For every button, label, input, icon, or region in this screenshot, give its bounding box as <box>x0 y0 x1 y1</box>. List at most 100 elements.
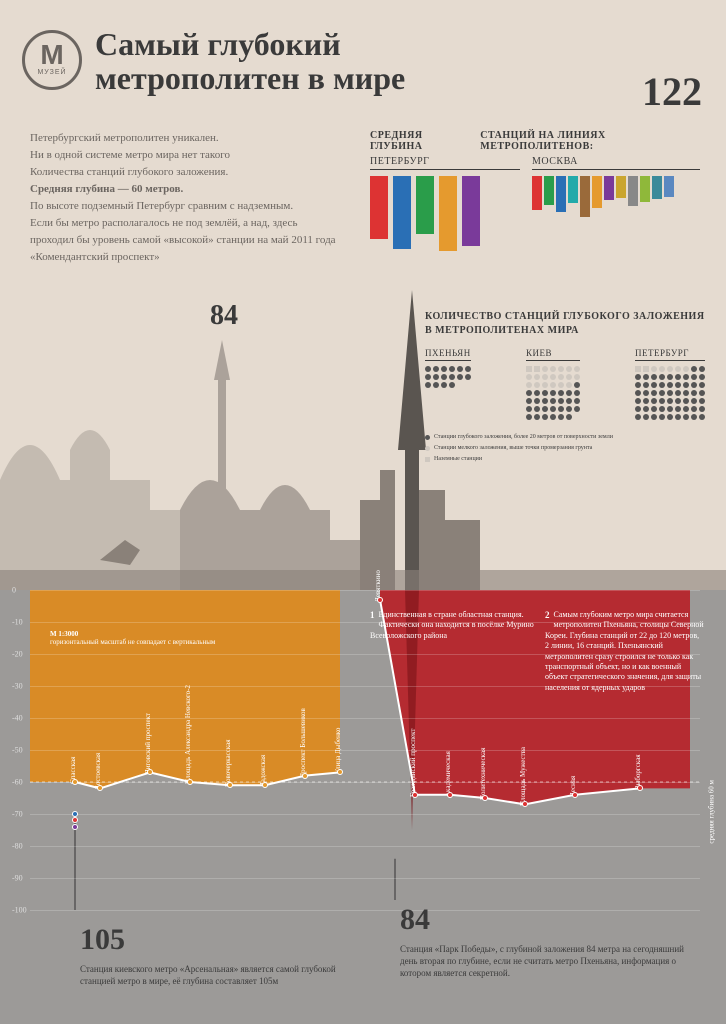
bar <box>462 176 480 246</box>
station-dot-icon <box>651 382 657 388</box>
axis-tick: -70 <box>12 810 23 819</box>
depth-station-dot <box>262 782 268 788</box>
depth-station-label: Политехническая <box>479 748 487 800</box>
bar <box>652 176 662 199</box>
station-dot-icon <box>683 374 689 380</box>
station-dot-icon <box>691 398 697 404</box>
depth-station-dot <box>97 785 103 791</box>
depth-station-label: Лиговский проспект <box>144 713 152 774</box>
logo-subtitle: МУЗЕЙ <box>37 69 66 76</box>
axis-tick: -80 <box>12 842 23 851</box>
depth-station-label: Гражданский проспект <box>409 728 417 796</box>
legend-row: Наземные станции <box>425 456 705 464</box>
bottom-callout-105: 105 Станция киевского метро «Арсенальная… <box>80 920 350 987</box>
station-dot-icon <box>526 414 532 420</box>
bar <box>556 176 566 212</box>
gridline <box>30 718 700 719</box>
text-84: Станция «Парк Победы», с глубиной заложе… <box>400 944 684 978</box>
lower-region: 0-10-20-30-40-50-60-70-80-90-100 Спасска… <box>0 590 726 1024</box>
dot-city: ПХЕНЬЯН <box>425 348 471 420</box>
depth-station-label: Площадь Мужества <box>519 747 527 806</box>
station-dot-icon <box>457 366 463 372</box>
intro-p1: Петербургский метрополитен уникален. <box>30 130 340 147</box>
gridline <box>30 878 700 879</box>
axis-tick: -50 <box>12 746 23 755</box>
station-dot-icon <box>566 398 572 404</box>
main-title: Самый глубокий метрополитен в мире <box>95 28 405 95</box>
bar <box>439 176 457 251</box>
station-dot-icon <box>534 406 540 412</box>
big-number-122: 122 <box>642 68 702 115</box>
depth-station-label: Новочеркасская <box>224 740 232 788</box>
station-dot-icon <box>550 374 556 380</box>
station-dot-icon <box>651 366 657 372</box>
station-dot-icon <box>566 406 572 412</box>
intro-p5: По высоте подземный Петербург сравним с … <box>30 198 340 215</box>
station-dot-icon <box>699 406 705 412</box>
station-dot-icon <box>534 374 540 380</box>
callout-1-num: 1 <box>370 610 375 622</box>
depth-station-dot <box>482 795 488 801</box>
gridline <box>30 590 700 591</box>
legend-text: Станции мелкого заложения, выше точки пр… <box>434 445 592 453</box>
station-dot-icon <box>566 382 572 388</box>
station-dot-icon <box>542 374 548 380</box>
station-dot-icon <box>574 374 580 380</box>
station-dot-icon <box>526 406 532 412</box>
station-dot-icon <box>691 390 697 396</box>
bar <box>544 176 554 205</box>
depth-station-dot <box>572 792 578 798</box>
station-dot-icon <box>457 374 463 380</box>
station-dot-icon <box>558 382 564 388</box>
title-line2: метрополитен в мире <box>95 60 405 96</box>
station-dot-icon <box>574 382 580 388</box>
bar <box>416 176 434 234</box>
station-dot-icon <box>550 398 556 404</box>
dot-cities: ПХЕНЬЯНКИЕВПЕТЕРБУРГ <box>425 348 705 420</box>
station-dot-icon <box>550 366 556 372</box>
station-dot-icon <box>635 366 641 372</box>
callout-1: 1 Единственная в стране областная станци… <box>370 610 535 641</box>
station-dot-icon <box>425 382 431 388</box>
bar <box>568 176 578 203</box>
station-dot-icon <box>699 390 705 396</box>
bar <box>616 176 626 198</box>
station-dot-icon <box>651 390 657 396</box>
station-dot-icon <box>635 398 641 404</box>
depth-station-dot <box>227 782 233 788</box>
station-dot-icon <box>441 374 447 380</box>
station-dot-icon <box>558 406 564 412</box>
scale-label: М 1:3000 <box>50 630 78 638</box>
station-dot-icon <box>651 398 657 404</box>
legend-row: Станции глубокого заложения, более 20 ме… <box>425 434 705 442</box>
depth-station-label: Академическая <box>444 751 452 797</box>
station-dot-icon <box>574 398 580 404</box>
station-dot-icon <box>526 382 532 388</box>
axis-tick: -60 <box>12 778 23 787</box>
num-84: 84 <box>400 900 700 941</box>
station-dot-icon <box>659 398 665 404</box>
station-dot-icon <box>441 366 447 372</box>
bar-title-2: СТАНЦИЙ НА ЛИНИЯХ МЕТРОПОЛИТЕНОВ: <box>480 130 700 152</box>
interchange-dot <box>72 824 78 830</box>
station-dot-icon <box>667 406 673 412</box>
bar <box>580 176 590 217</box>
station-dot-icon <box>550 382 556 388</box>
station-dot-icon <box>667 366 673 372</box>
station-dot-icon <box>683 398 689 404</box>
station-dot-icon <box>449 366 455 372</box>
station-dot-icon <box>651 406 657 412</box>
station-dot-icon <box>691 406 697 412</box>
station-dot-icon <box>675 406 681 412</box>
bar-title-1: СРЕДНЯЯ ГЛУБИНА <box>370 130 468 152</box>
station-dot-icon <box>683 382 689 388</box>
depth-station-dot <box>637 785 643 791</box>
station-dot-icon <box>659 390 665 396</box>
station-dot-icon <box>699 382 705 388</box>
station-dot-icon <box>683 366 689 372</box>
upper-region: M МУЗЕЙ Самый глубокий метрополитен в ми… <box>0 0 726 590</box>
station-dot-icon <box>699 366 705 372</box>
station-dot-icon <box>566 366 572 372</box>
station-dot-icon <box>566 414 572 420</box>
station-dot-icon <box>667 382 673 388</box>
